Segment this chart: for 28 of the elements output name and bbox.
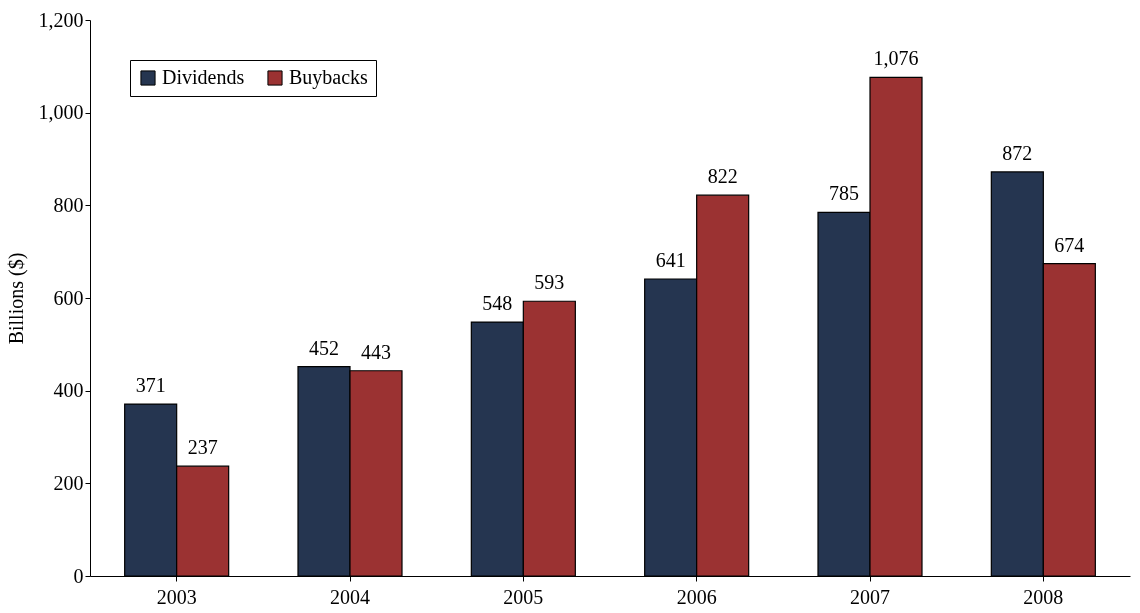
data-label: 1,076 xyxy=(873,47,919,70)
data-label: 785 xyxy=(829,182,859,205)
y-tick-label: 400 xyxy=(53,379,84,402)
data-label: 822 xyxy=(707,165,738,188)
y-tick-label: 200 xyxy=(53,471,84,494)
data-label: 674 xyxy=(1054,233,1085,256)
x-tick-label: 2007 xyxy=(850,585,890,608)
x-tick-label: 2006 xyxy=(676,585,717,608)
legend-label: Buybacks xyxy=(289,66,369,89)
data-label: 452 xyxy=(309,336,339,359)
y-tick-label: 800 xyxy=(53,193,84,216)
data-label: 872 xyxy=(1002,141,1033,164)
y-tick-label: 600 xyxy=(53,286,84,309)
y-tick-label: 1,000 xyxy=(38,101,84,124)
x-tick-label: 2005 xyxy=(503,585,544,608)
x-tick-label: 2008 xyxy=(1023,585,1064,608)
data-label: 443 xyxy=(361,340,391,363)
legend-label: Dividends xyxy=(162,66,245,88)
data-label: 593 xyxy=(534,271,565,294)
data-label: 641 xyxy=(655,249,686,271)
data-label: 548 xyxy=(482,292,513,315)
y-tick-label: 1,200 xyxy=(38,8,84,31)
x-tick-label: 2003 xyxy=(156,585,197,608)
data-label: 371 xyxy=(135,374,166,397)
x-tick-label: 2004 xyxy=(330,585,370,608)
data-label: 237 xyxy=(187,436,218,459)
y-axis-title: Billions ($) xyxy=(4,252,28,345)
y-tick-label: 0 xyxy=(73,564,84,587)
